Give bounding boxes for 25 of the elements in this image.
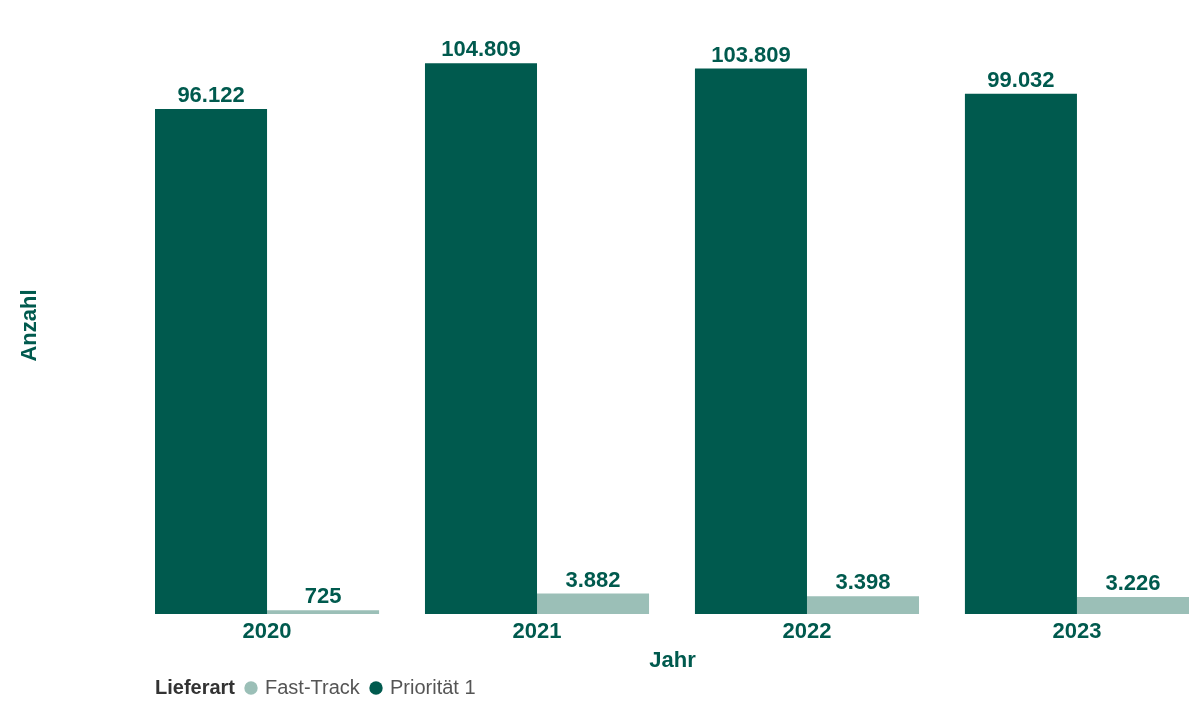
bar (964, 93, 1077, 614)
legend-label: Priorität 1 (390, 676, 476, 698)
bar (155, 108, 268, 614)
data-label: 725 (304, 583, 342, 609)
data-label: 103.809 (711, 41, 791, 67)
data-label: 104.809 (441, 36, 521, 62)
bar (806, 596, 920, 614)
data-label: 99.032 (987, 66, 1055, 92)
x-tick-label: 2021 (512, 617, 562, 643)
data-label: 3.398 (835, 569, 891, 595)
x-axis-title: Jahr (649, 646, 697, 672)
legend-title: Lieferart (155, 676, 236, 698)
y-axis-title: Anzahl (15, 289, 41, 362)
legend-label: Fast-Track (265, 676, 361, 698)
x-tick-label: 2022 (782, 617, 832, 643)
x-tick-label: 2023 (1052, 617, 1102, 643)
bar (537, 593, 650, 614)
bar (267, 610, 380, 614)
data-label: 3.226 (1105, 570, 1161, 596)
data-label: 3.882 (565, 566, 621, 592)
bar (424, 63, 538, 614)
bar (1076, 597, 1189, 614)
x-tick-label: 2020 (242, 617, 292, 643)
data-label: 96.122 (177, 81, 245, 107)
bar (694, 68, 807, 614)
